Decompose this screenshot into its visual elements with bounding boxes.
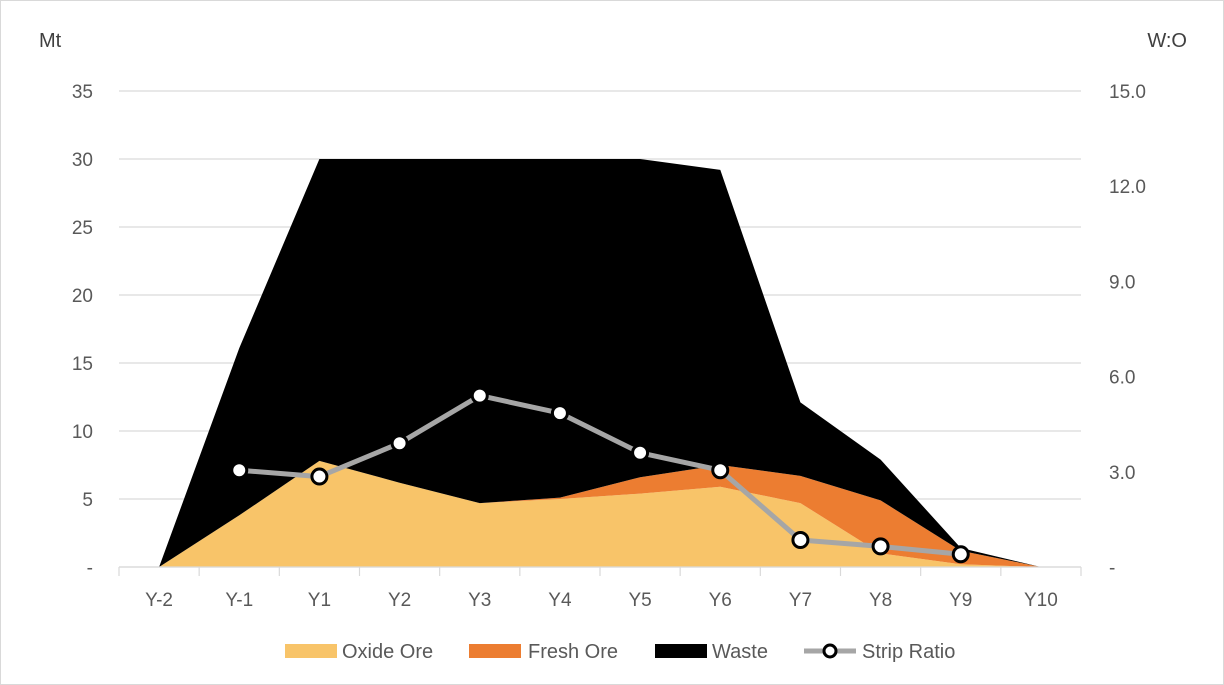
legend-swatch <box>285 644 337 658</box>
x-tick-label: Y-2 <box>145 590 173 611</box>
strip-ratio-line <box>239 393 962 557</box>
left-tick-label: 15 <box>72 354 93 375</box>
x-tick-label: Y-1 <box>225 590 253 611</box>
strip-ratio-point <box>550 404 569 423</box>
legend-swatch <box>655 644 707 658</box>
strip-ratio-point <box>230 461 249 480</box>
legend-label: Fresh Ore <box>528 641 618 663</box>
left-tick-label: 5 <box>82 490 93 511</box>
x-tick-label: Y1 <box>308 590 331 611</box>
right-tick-label: - <box>1109 558 1115 579</box>
legend-item-oxide-ore: Oxide Ore <box>285 641 433 663</box>
strip-ratio-point <box>871 537 890 556</box>
left-tick-label: - <box>87 558 93 579</box>
strip-ratio-point <box>310 467 329 486</box>
left-tick-label: 25 <box>72 218 93 239</box>
strip-ratio-point <box>470 386 489 405</box>
left-tick-label: 20 <box>72 286 93 307</box>
fresh-ore-area <box>159 460 1041 567</box>
waste-area <box>159 159 1041 567</box>
right-tick-label: 6.0 <box>1109 368 1135 389</box>
x-tick-label: Y3 <box>468 590 491 611</box>
strip-ratio-point <box>631 443 650 462</box>
left-axis-title: Mt <box>39 30 62 52</box>
right-tick-label: 3.0 <box>1109 463 1135 484</box>
legend-label: Waste <box>712 641 768 663</box>
strip-ratio-point <box>390 434 409 453</box>
right-tick-label: 9.0 <box>1109 272 1135 293</box>
x-tick-label: Y5 <box>628 590 651 611</box>
x-tick-label: Y8 <box>869 590 892 611</box>
x-tick-label: Y6 <box>709 590 732 611</box>
x-tick-label: Y7 <box>789 590 812 611</box>
x-tick-label: Y2 <box>388 590 411 611</box>
legend-label: Strip Ratio <box>862 641 955 663</box>
x-tick-label: Y10 <box>1024 590 1058 611</box>
legend-swatch <box>469 644 521 658</box>
strip-ratio-point <box>951 545 970 564</box>
x-tick-label: Y4 <box>548 590 572 611</box>
right-tick-label: 15.0 <box>1109 82 1146 103</box>
strip-ratio-point <box>711 461 730 480</box>
strip-ratio-point <box>791 531 810 550</box>
legend: Oxide Ore Fresh Ore Waste Strip Ratio <box>285 641 955 663</box>
right-axis-title: W:O <box>1147 30 1187 52</box>
left-tick-label: 10 <box>72 422 93 443</box>
left-tick-label: 35 <box>72 82 93 103</box>
legend-item-strip-ratio: Strip Ratio <box>804 641 955 663</box>
right-tick-label: 12.0 <box>1109 177 1146 198</box>
x-tick-label: Y9 <box>949 590 972 611</box>
left-tick-label: 30 <box>72 150 93 171</box>
legend-label: Oxide Ore <box>342 641 433 663</box>
strip-ratio-line-layer <box>230 386 970 564</box>
legend-item-fresh-ore: Fresh Ore <box>469 641 618 663</box>
legend-item-waste: Waste <box>655 641 768 663</box>
legend-marker <box>822 643 838 659</box>
axis-layer: Mt W:O - 5 10 15 20 25 30 35 - 3.0 6.0 9.0 12.0 15.0 Y… <box>39 30 1187 611</box>
